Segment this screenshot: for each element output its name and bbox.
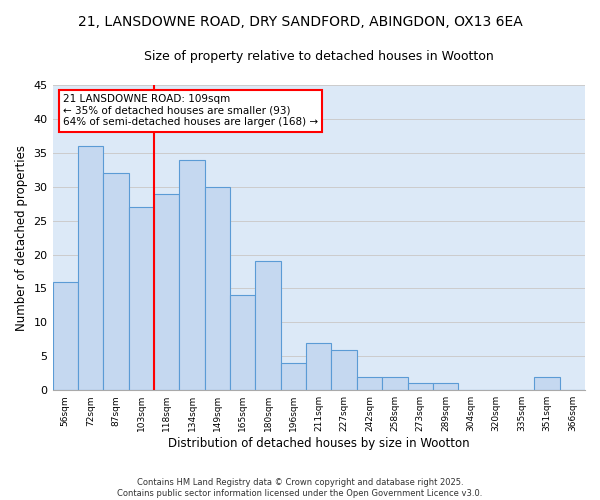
X-axis label: Distribution of detached houses by size in Wootton: Distribution of detached houses by size … [168, 437, 470, 450]
Text: 21, LANSDOWNE ROAD, DRY SANDFORD, ABINGDON, OX13 6EA: 21, LANSDOWNE ROAD, DRY SANDFORD, ABINGD… [77, 15, 523, 29]
Bar [407, 384, 433, 390]
Bar [230, 296, 256, 390]
Bar [205, 186, 230, 390]
Bar [331, 350, 357, 390]
Bar [357, 376, 382, 390]
Bar [306, 342, 331, 390]
Bar [78, 146, 103, 390]
Bar [154, 194, 179, 390]
Bar [103, 173, 128, 390]
Bar [382, 376, 407, 390]
Text: Contains HM Land Registry data © Crown copyright and database right 2025.
Contai: Contains HM Land Registry data © Crown c… [118, 478, 482, 498]
Bar [53, 282, 78, 390]
Text: 21 LANSDOWNE ROAD: 109sqm
← 35% of detached houses are smaller (93)
64% of semi-: 21 LANSDOWNE ROAD: 109sqm ← 35% of detac… [63, 94, 319, 128]
Title: Size of property relative to detached houses in Wootton: Size of property relative to detached ho… [144, 50, 494, 63]
Bar [281, 363, 306, 390]
Bar [256, 262, 281, 390]
Bar [433, 384, 458, 390]
Bar [179, 160, 205, 390]
Bar [534, 376, 560, 390]
Y-axis label: Number of detached properties: Number of detached properties [15, 144, 28, 330]
Bar [128, 207, 154, 390]
